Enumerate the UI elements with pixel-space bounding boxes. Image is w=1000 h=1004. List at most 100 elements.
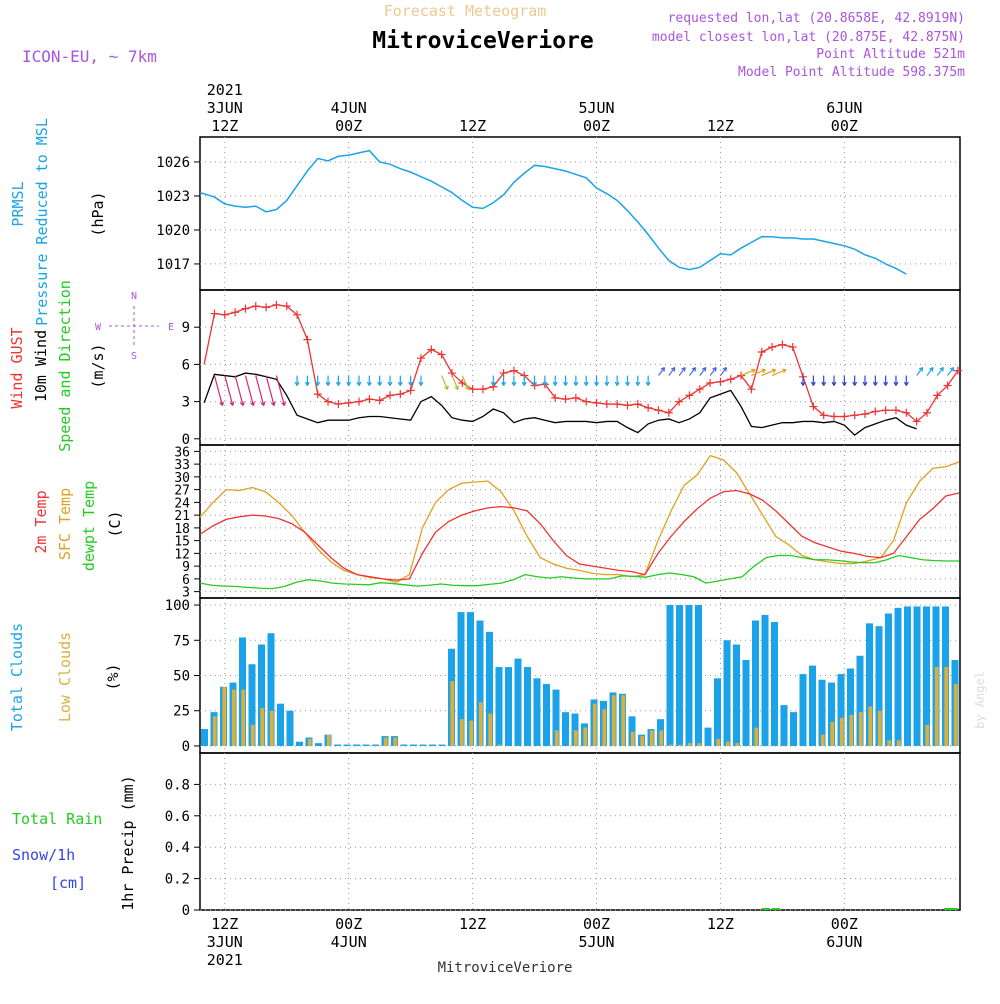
wind-arrow-down <box>418 375 424 386</box>
top-time-label: 5JUN <box>578 99 614 117</box>
wind-arrow-down <box>821 375 827 386</box>
low-cloud-bar <box>735 743 740 746</box>
total-cloud-bar <box>818 679 826 746</box>
gust-point <box>437 350 446 359</box>
wind-arrow-up <box>916 367 924 376</box>
wind-arrow-up-shaft <box>926 367 934 376</box>
ytick-label-pressure-0: 1017 <box>156 257 190 273</box>
wind-arrow-sw-shaft <box>451 375 459 390</box>
pressure-ylabel-2: Pressure Reduced to MSL <box>33 118 51 326</box>
gust-point <box>602 400 611 409</box>
total-cloud-bar <box>837 674 845 746</box>
wind-arrow-south-shaft <box>275 375 285 406</box>
wind-arrow-up-shaft <box>657 367 665 376</box>
wind-arrow-down-head <box>366 381 372 386</box>
gust-point <box>695 385 704 394</box>
wind-arrow-down-head <box>532 381 538 386</box>
header: Forecast Meteogram MitroviceVeriore ICON… <box>22 2 965 80</box>
gust-point <box>375 396 384 405</box>
top-time-label: 2021 <box>207 81 243 99</box>
low-cloud-bar <box>687 743 692 746</box>
wind-arrow-sw-shaft <box>441 375 449 390</box>
wind-arrow-south <box>224 375 235 406</box>
station-title: MitroviceVeriore <box>372 28 594 54</box>
gust-point <box>788 343 797 352</box>
low-cloud-bar <box>602 709 607 746</box>
low-cloud-bar <box>668 744 673 746</box>
gust-point <box>644 403 653 412</box>
top-time-label: 6JUN <box>826 99 862 117</box>
low-cloud-bar <box>839 717 844 746</box>
gust-point <box>613 400 622 409</box>
wind-arrow-up <box>657 367 666 376</box>
total-cloud-bar <box>828 682 835 746</box>
temp-unit: (C) <box>106 510 124 537</box>
gust-point <box>840 412 849 421</box>
gust-point <box>592 398 601 407</box>
top-time-label: 00Z <box>335 117 362 135</box>
total-cloud-bar <box>685 605 693 746</box>
total-cloud-bar <box>695 605 702 746</box>
wind-arrow-down-head <box>563 381 568 386</box>
low-cloud-bar <box>231 689 236 746</box>
wind-arrow-sw <box>461 375 470 391</box>
wind-arrow-down <box>532 375 538 386</box>
wind-arrow-up <box>699 367 707 376</box>
gust-point <box>313 390 322 399</box>
bottom-time-label: 00Z <box>583 915 610 933</box>
total-cloud-bar <box>885 613 892 746</box>
bottom-time-label: 2021 <box>207 951 243 969</box>
wind-arrow-down-head <box>635 381 641 386</box>
wind-arrow-east-head <box>761 368 766 374</box>
wind-arrow-south-shaft <box>224 375 234 406</box>
wind-arrow-up-head <box>722 367 728 372</box>
rain-bar-1 <box>772 908 781 910</box>
wind-arrow-down <box>325 375 331 386</box>
wind-arrow-down-head <box>583 381 589 386</box>
ytick-label-temperature-9: 30 <box>174 471 190 486</box>
wind-arrow-down <box>490 375 496 386</box>
wind-arrow-east <box>740 368 756 377</box>
wind-arrow-down-head <box>501 381 507 386</box>
low-cloud-bar <box>241 689 246 746</box>
wind-arrow-east <box>751 368 766 377</box>
wind-arrow-down <box>810 375 816 386</box>
ytick-label-clouds-1: 25 <box>173 704 190 720</box>
low-cloud-bar <box>269 710 274 746</box>
gust-point <box>241 304 250 313</box>
wind-arrow-east <box>761 368 777 377</box>
wind-arrow-sw-head <box>444 385 449 391</box>
wind-arrow-up-head <box>681 367 686 372</box>
low-cloud-bar <box>250 724 255 746</box>
wind-arrow-down-head <box>304 381 310 386</box>
gust-point <box>406 386 415 395</box>
wind-arrow-east-shaft <box>761 369 776 377</box>
wind-arrow-south <box>234 375 245 406</box>
gust-point <box>933 391 942 400</box>
wind-arrow-down-head <box>294 381 300 386</box>
temp-dewpt-label: dewpt Temp <box>80 481 98 571</box>
wind-arrow-down-head <box>335 381 341 386</box>
gust-point <box>386 391 394 400</box>
wind-arrow-down <box>841 375 847 386</box>
compass-cross <box>109 306 159 346</box>
wind-arrow-up-shaft <box>947 367 955 376</box>
gust-point <box>768 343 777 352</box>
ytick-label-temperature-5: 18 <box>174 522 190 537</box>
wind-arrow-down-head <box>831 381 837 386</box>
wind-arrow-up-head <box>701 367 707 372</box>
low-cloud-bar <box>640 736 645 746</box>
ytick-label-precip-3: 0.6 <box>165 809 190 825</box>
total-cloud-bar <box>248 664 256 746</box>
gust-point <box>251 302 260 311</box>
gust-point <box>396 390 405 399</box>
snow-unit: [cm] <box>50 874 86 892</box>
closest-coords: model closest lon,lat (20.875E, 42.875N) <box>652 30 965 45</box>
low-cloud-bar <box>573 730 578 746</box>
wind-arrow-down <box>614 375 620 386</box>
wind-arrow-down <box>552 375 558 386</box>
wind-arrow-south-head <box>281 401 286 406</box>
ytick-label-temperature-6: 21 <box>174 509 190 524</box>
wind-arrow-east-head <box>751 368 756 374</box>
